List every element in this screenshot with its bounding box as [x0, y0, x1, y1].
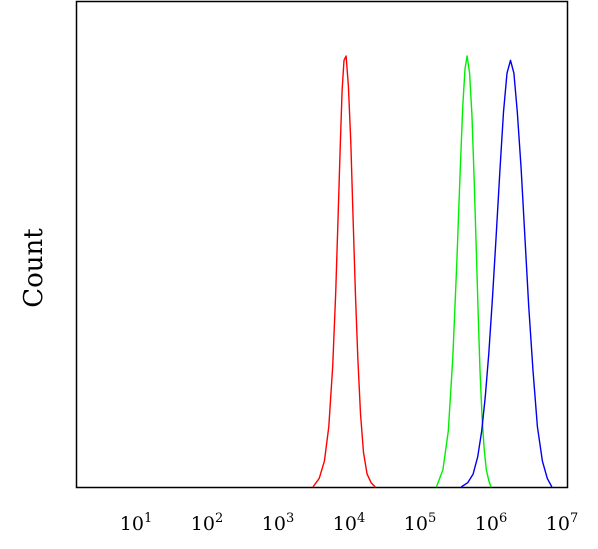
series-layer — [312, 55, 553, 488]
x-tick-exponent: 1 — [144, 511, 152, 526]
x-tick-label: 106 — [475, 511, 507, 535]
plot-frame — [75, 0, 569, 489]
x-tick-base: 10 — [262, 513, 286, 535]
x-tick-exponent: 6 — [499, 511, 507, 526]
x-tick-base: 10 — [546, 513, 570, 535]
x-tick-exponent: 4 — [357, 511, 365, 526]
x-tick-base: 10 — [191, 513, 215, 535]
x-tick-base: 10 — [475, 513, 499, 535]
x-tick-exponent: 7 — [570, 511, 578, 526]
y-axis-label: Count — [19, 228, 49, 308]
x-tick-label: 105 — [404, 511, 436, 535]
histogram-series-2 — [435, 55, 492, 488]
x-tick-label: 103 — [262, 511, 294, 535]
x-tick-base: 10 — [333, 513, 357, 535]
histogram-series-1 — [312, 55, 376, 488]
histogram-series-3 — [460, 59, 553, 488]
x-tick-label: 102 — [191, 511, 223, 535]
x-tick-exponent: 3 — [286, 511, 294, 526]
x-tick-exponent: 2 — [215, 511, 223, 526]
x-tick-label: 107 — [546, 511, 578, 535]
x-tick-labels: 101 102 103 104 105 106 107 — [120, 511, 578, 535]
x-tick-label: 104 — [333, 511, 365, 535]
x-tick-base: 10 — [120, 513, 144, 535]
x-tick-exponent: 5 — [428, 511, 436, 526]
x-tick-base: 10 — [404, 513, 428, 535]
x-tick-label: 101 — [120, 511, 152, 535]
